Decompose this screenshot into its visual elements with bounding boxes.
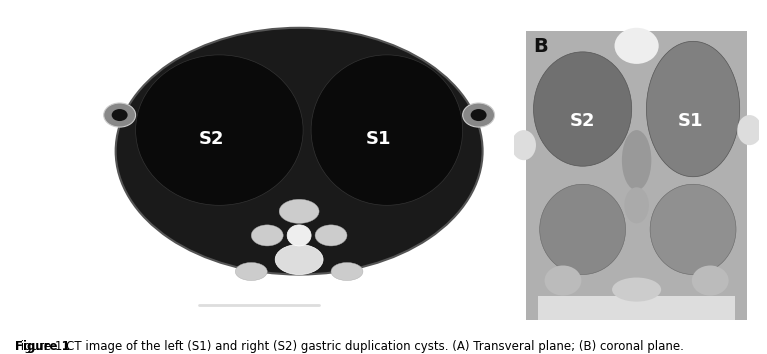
Circle shape: [737, 115, 762, 145]
Circle shape: [112, 109, 127, 121]
Ellipse shape: [534, 52, 632, 166]
Ellipse shape: [624, 187, 649, 223]
Ellipse shape: [235, 262, 267, 280]
Bar: [538, 296, 735, 320]
Ellipse shape: [650, 184, 736, 275]
Ellipse shape: [540, 184, 626, 275]
Ellipse shape: [331, 262, 363, 280]
Ellipse shape: [279, 199, 319, 223]
Ellipse shape: [545, 266, 581, 296]
Text: Figure 1: Figure 1: [15, 340, 70, 353]
Text: B: B: [534, 37, 548, 56]
Circle shape: [463, 103, 495, 127]
Circle shape: [471, 109, 486, 121]
Circle shape: [104, 103, 136, 127]
Ellipse shape: [315, 225, 347, 246]
Ellipse shape: [614, 28, 659, 64]
Circle shape: [512, 130, 536, 160]
Text: S2: S2: [570, 112, 595, 130]
Ellipse shape: [647, 41, 739, 177]
Ellipse shape: [252, 225, 283, 246]
Ellipse shape: [275, 244, 323, 275]
Ellipse shape: [287, 225, 311, 246]
Ellipse shape: [136, 55, 303, 205]
Text: A: A: [132, 49, 146, 68]
Ellipse shape: [612, 278, 661, 302]
Ellipse shape: [622, 130, 651, 190]
Ellipse shape: [311, 55, 463, 205]
Text: S1: S1: [366, 130, 392, 148]
Ellipse shape: [116, 28, 482, 275]
Text: S1: S1: [678, 112, 703, 130]
Text: Figure 1 CT image of the left (S1) and right (S2) gastric duplication cysts. (A): Figure 1 CT image of the left (S1) and r…: [15, 340, 684, 353]
Text: S2: S2: [199, 130, 224, 148]
Ellipse shape: [692, 266, 729, 296]
